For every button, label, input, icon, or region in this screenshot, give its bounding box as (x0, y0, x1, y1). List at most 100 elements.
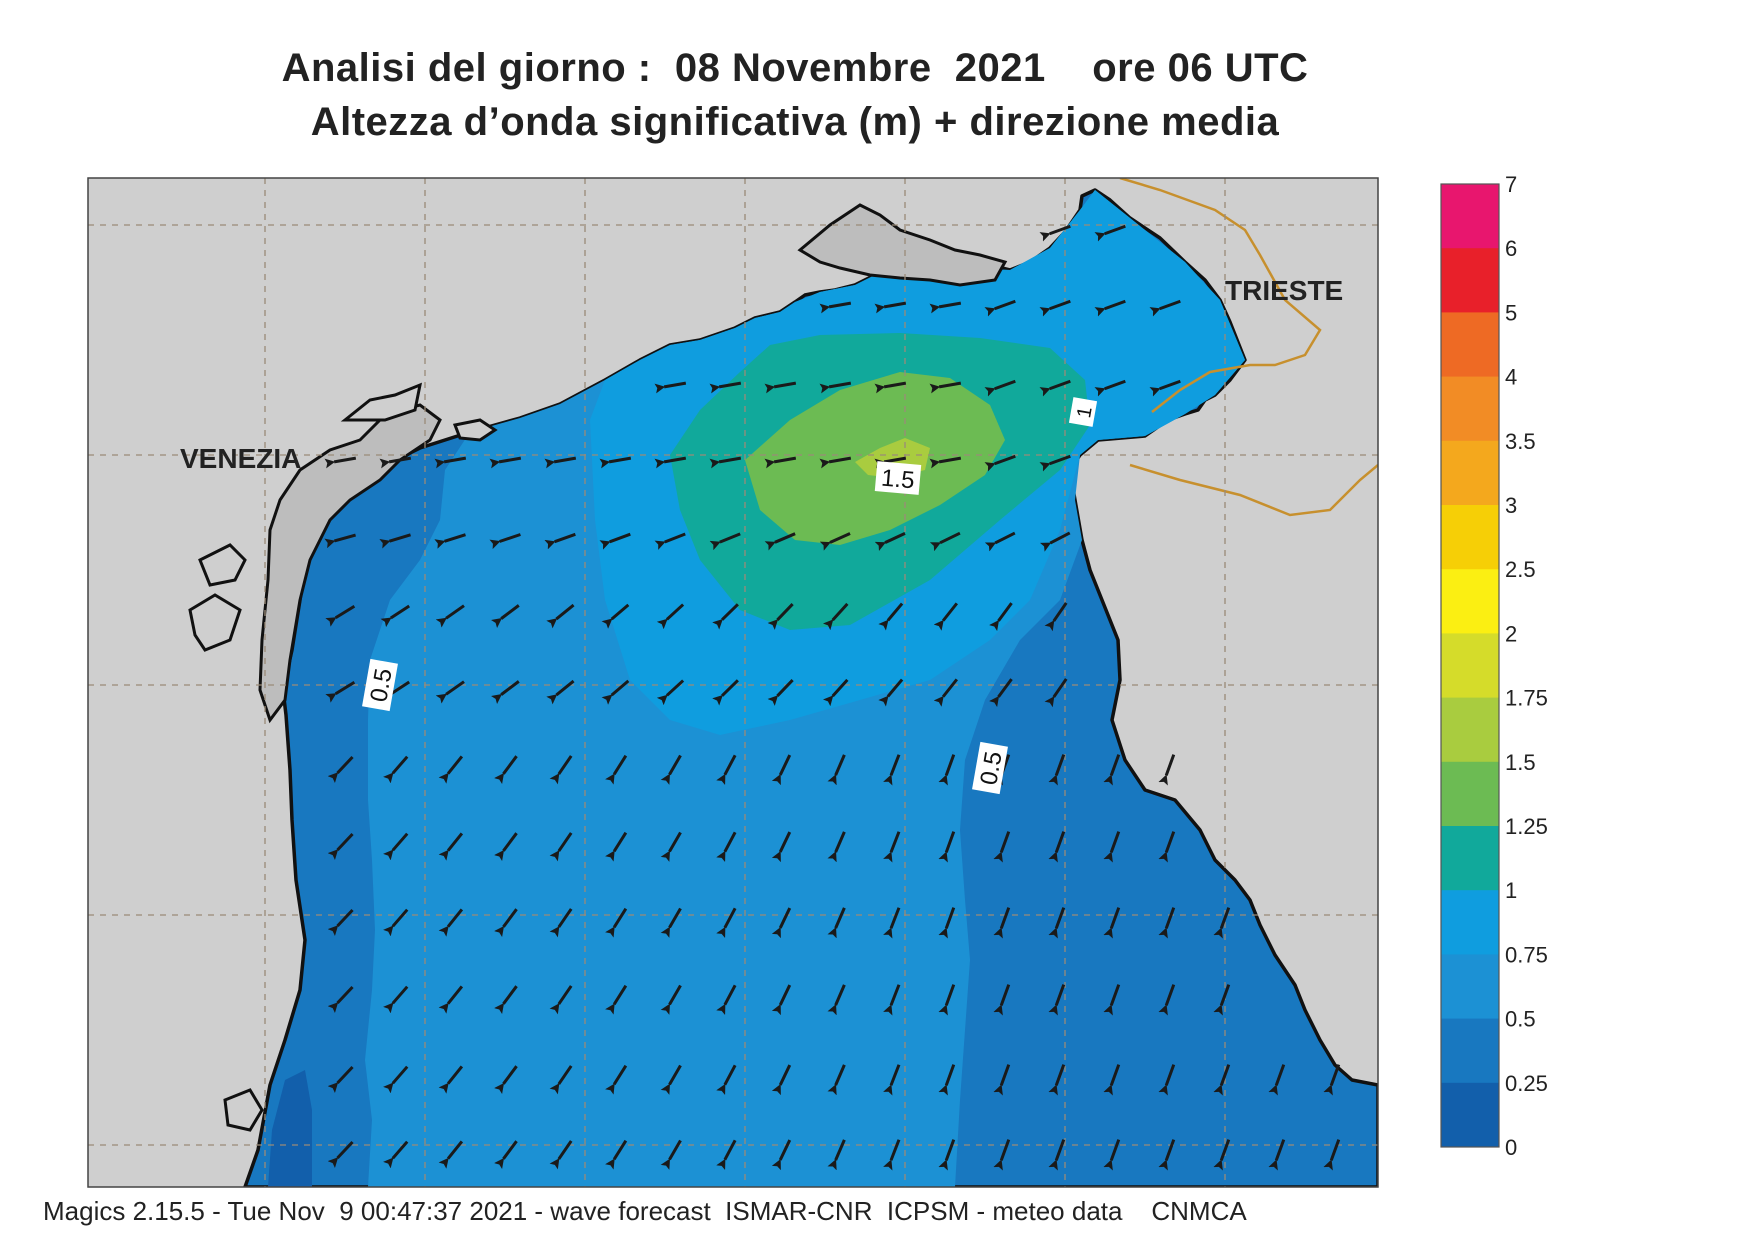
direction-arrow (771, 1139, 792, 1171)
direction-arrow (324, 533, 356, 549)
direction-arrow (1268, 1064, 1286, 1096)
colorbar-tick-label: 2 (1505, 621, 1517, 646)
city-label-venezia: VENEZIA (180, 443, 301, 474)
direction-arrow (379, 456, 412, 469)
direction-arrow (605, 831, 628, 862)
direction-arrow (716, 907, 737, 939)
svg-text:1.5: 1.5 (880, 465, 916, 495)
direction-arrow (435, 680, 465, 704)
direction-arrow (599, 456, 632, 469)
direction-arrow (993, 907, 1011, 939)
direction-arrow (1213, 1064, 1231, 1096)
direction-arrow (716, 1064, 737, 1096)
direction-arrow (883, 831, 901, 863)
direction-arrow (327, 1065, 354, 1094)
direction-arrow (327, 1140, 354, 1169)
direction-arrow (767, 679, 794, 706)
direction-arrow (544, 456, 577, 469)
colorbar-tick-label: 1 (1505, 878, 1517, 903)
direction-arrow (993, 1139, 1011, 1171)
direction-arrow (716, 1139, 737, 1171)
direction-arrow (993, 984, 1011, 1016)
direction-arrow (984, 379, 1016, 397)
direction-arrow (383, 1140, 409, 1169)
direction-arrow (1103, 1064, 1121, 1096)
direction-arrow (325, 604, 356, 627)
direction-arrow (1048, 984, 1066, 1016)
direction-arrow (1048, 907, 1066, 939)
map-frame-content: 0.5 0.5 1.5 1 VENEZIA TRIESTE (88, 178, 1378, 1187)
direction-arrow (712, 679, 739, 706)
direction-arrow (1094, 379, 1126, 397)
colorbar-segment (1441, 697, 1499, 763)
direction-arrow (1149, 379, 1181, 397)
direction-arrow (327, 755, 354, 784)
direction-arrow (325, 680, 356, 703)
colorbar-tick-label: 1.75 (1505, 686, 1548, 711)
direction-arrow (605, 754, 628, 785)
direction-arrow (1323, 1064, 1341, 1096)
direction-arrow (660, 984, 682, 1015)
direction-arrow (1039, 224, 1071, 242)
direction-arrow (1158, 1064, 1176, 1096)
colorbar-tick-label: 6 (1505, 236, 1517, 261)
colorbar-segment (1441, 312, 1499, 378)
direction-arrow (822, 602, 849, 631)
direction-arrow (494, 755, 518, 785)
contour-label-northeast: 1 (1068, 397, 1098, 427)
direction-arrow (771, 907, 792, 939)
direction-arrow (654, 381, 687, 394)
national-border (1119, 178, 1378, 517)
direction-arrow (549, 755, 573, 785)
direction-arrow (434, 533, 466, 549)
direction-arrow (1048, 754, 1066, 786)
direction-arrow (984, 531, 1016, 552)
colorbar-segment (1441, 890, 1499, 955)
direction-arrow (1039, 454, 1071, 472)
direction-arrow (605, 984, 628, 1015)
direction-arrow (491, 680, 520, 705)
contour-label-left: 0.5 (362, 658, 398, 712)
direction-arrow (544, 532, 576, 550)
direction-arrow (1039, 379, 1071, 397)
direction-arrow (438, 832, 464, 861)
direction-arrow (989, 602, 1013, 632)
direction-arrow (546, 603, 575, 629)
direction-arrow (929, 531, 961, 552)
direction-arrow (438, 1065, 464, 1094)
direction-arrow (491, 604, 520, 629)
direction-arrow (1213, 1139, 1231, 1171)
direction-arrow (494, 1140, 518, 1170)
colorbar-tick-label: 4 (1505, 365, 1517, 390)
colorbar-tick-label: 0.25 (1505, 1071, 1548, 1096)
direction-arrow (605, 907, 628, 938)
direction-arrow (438, 1140, 464, 1169)
direction-arrow (1044, 678, 1068, 708)
direction-arrow (1048, 1139, 1066, 1171)
direction-arrow (716, 831, 737, 863)
trieste-coast (797, 203, 1008, 287)
colorbar-tick-label: 1.25 (1505, 814, 1548, 839)
contour-label-right: 0.5 (972, 741, 1008, 795)
colorbar-tick-label: 7 (1505, 172, 1517, 197)
direction-arrow (1158, 831, 1176, 863)
direction-arrow (822, 678, 849, 707)
direction-arrow (654, 456, 687, 469)
direction-arrow (549, 832, 573, 862)
direction-arrow (933, 678, 958, 707)
direction-arrow (883, 1139, 901, 1171)
direction-arrow (1103, 984, 1121, 1016)
direction-arrow (938, 907, 956, 939)
direction-arrow (549, 985, 573, 1015)
direction-arrow (438, 908, 464, 937)
direction-arrow (827, 754, 846, 786)
direction-arrow (494, 908, 518, 938)
direction-arrow (656, 679, 685, 706)
direction-arrow (383, 1065, 409, 1094)
wave-band-0-0.25 (268, 1070, 312, 1187)
colorbar-segment (1441, 826, 1499, 891)
direction-arrow (929, 456, 962, 469)
colorbar-tick-label: 0.75 (1505, 942, 1548, 967)
direction-arrow (771, 754, 792, 786)
